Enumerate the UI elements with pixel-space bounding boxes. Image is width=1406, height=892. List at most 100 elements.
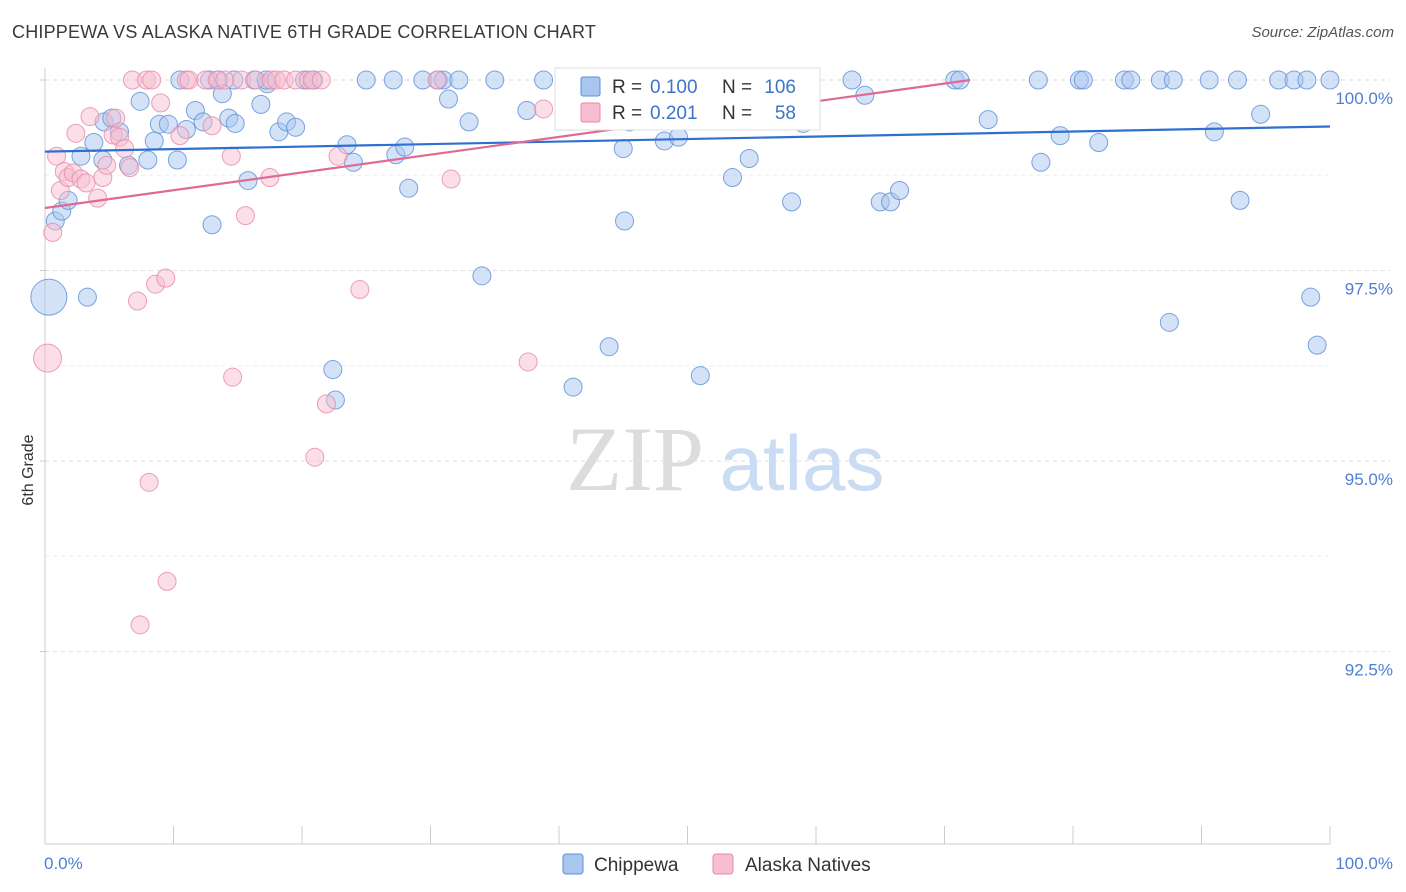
point-alaska-natives: [43, 222, 63, 242]
point-chippewa: [722, 168, 742, 188]
point-alaska-natives: [223, 367, 243, 387]
legend-n-label-1: N =: [722, 77, 752, 98]
point-alaska-natives: [427, 70, 447, 90]
point-chippewa: [286, 117, 306, 137]
point-chippewa: [890, 180, 910, 200]
point-chippewa: [30, 278, 68, 316]
point-alaska-natives: [66, 123, 86, 143]
point-chippewa: [1031, 152, 1051, 172]
point-alaska-natives: [215, 70, 235, 90]
y-axis-label: 6th Grade: [20, 434, 37, 505]
point-chippewa: [1297, 70, 1317, 90]
bottom-legend: Chippewa Alaska Natives: [562, 853, 871, 876]
chart-title: CHIPPEWA VS ALASKA NATIVE 6TH GRADE CORR…: [12, 22, 597, 42]
point-alaska-natives: [316, 394, 336, 414]
point-alaska-natives: [97, 155, 117, 175]
point-chippewa: [1227, 70, 1247, 90]
point-chippewa: [1121, 70, 1141, 90]
point-chippewa: [1230, 190, 1250, 210]
point-chippewa: [842, 70, 862, 90]
source-label: Source: ZipAtlas.com: [1251, 24, 1394, 41]
points-layer: [30, 70, 1340, 635]
axis-layer: 92.5% 95.0% 97.5% 100.0% 0.0% 100.0%: [40, 68, 1393, 873]
point-chippewa: [978, 110, 998, 130]
point-alaska-natives: [128, 291, 148, 311]
point-chippewa: [84, 132, 104, 152]
point-chippewa: [399, 178, 419, 198]
point-chippewa: [472, 266, 492, 286]
point-chippewa: [77, 287, 97, 307]
point-chippewa: [1073, 70, 1093, 90]
point-chippewa: [613, 139, 633, 159]
point-alaska-natives: [311, 70, 331, 90]
point-chippewa: [1163, 70, 1183, 90]
point-chippewa: [356, 70, 376, 90]
point-chippewa: [517, 100, 537, 120]
point-chippewa: [438, 89, 458, 109]
point-alaska-natives: [235, 206, 255, 226]
point-alaska-natives: [130, 615, 150, 635]
point-alaska-natives: [441, 169, 461, 189]
point-chippewa: [1159, 312, 1179, 332]
point-chippewa: [167, 150, 187, 170]
grid-layer: [45, 79, 1390, 652]
point-alaska-natives: [80, 107, 100, 127]
legend-r-value-1: 0.100: [650, 77, 698, 98]
point-chippewa: [534, 70, 554, 90]
legend-n-label-2: N =: [722, 103, 752, 124]
trend-line-chippewa: [44, 125, 1331, 153]
point-chippewa: [739, 148, 759, 168]
point-alaska-natives: [221, 146, 241, 166]
watermark-zip: ZIP: [566, 408, 704, 510]
point-chippewa: [690, 366, 710, 386]
point-chippewa: [383, 70, 403, 90]
point-alaska-natives: [350, 280, 370, 300]
point-chippewa: [563, 377, 583, 397]
legend-r-value-2: 0.201: [650, 103, 698, 124]
point-alaska-natives: [328, 146, 348, 166]
point-alaska-natives: [142, 70, 162, 90]
point-chippewa: [1089, 132, 1109, 152]
point-alaska-natives: [33, 343, 63, 373]
point-chippewa: [323, 360, 343, 380]
point-chippewa: [130, 91, 150, 111]
point-chippewa: [1028, 70, 1048, 90]
y-tick-label: 100.0%: [1335, 89, 1393, 108]
point-chippewa: [1251, 104, 1271, 124]
point-chippewa: [1301, 287, 1321, 307]
bottom-legend-swatch-alaska: [712, 853, 734, 875]
point-chippewa: [669, 127, 689, 147]
point-alaska-natives: [151, 93, 171, 113]
point-alaska-natives: [534, 99, 554, 119]
point-chippewa: [1050, 126, 1070, 146]
point-chippewa: [1320, 70, 1340, 90]
point-alaska-natives: [120, 158, 140, 178]
point-chippewa: [395, 137, 415, 157]
point-chippewa: [144, 131, 164, 151]
point-chippewa: [782, 192, 802, 212]
point-chippewa: [202, 215, 222, 235]
point-chippewa: [449, 70, 469, 90]
point-chippewa: [251, 94, 271, 114]
legend-r-label-2: R =: [612, 103, 642, 124]
x-tick-label-min: 0.0%: [44, 854, 83, 873]
y-tick-label: 95.0%: [1345, 470, 1393, 489]
point-alaska-natives: [139, 472, 159, 492]
legend-n-value-1: 106: [764, 77, 796, 98]
point-chippewa: [138, 150, 158, 170]
point-alaska-natives: [156, 268, 176, 288]
point-alaska-natives: [157, 571, 177, 591]
point-alaska-natives: [115, 139, 135, 159]
point-alaska-natives: [88, 188, 108, 208]
y-tick-label: 97.5%: [1345, 280, 1393, 299]
legend-n-value-2: 58: [775, 103, 796, 124]
point-chippewa: [1204, 122, 1224, 142]
legend-r-label-1: R =: [612, 77, 642, 98]
watermark-atlas: atlas: [720, 419, 885, 507]
x-tick-label-max: 100.0%: [1335, 854, 1393, 873]
point-chippewa: [615, 211, 635, 231]
legend-swatch-chippewa: [580, 76, 601, 97]
point-alaska-natives: [106, 108, 126, 128]
bottom-legend-chippewa: Chippewa: [594, 855, 679, 876]
